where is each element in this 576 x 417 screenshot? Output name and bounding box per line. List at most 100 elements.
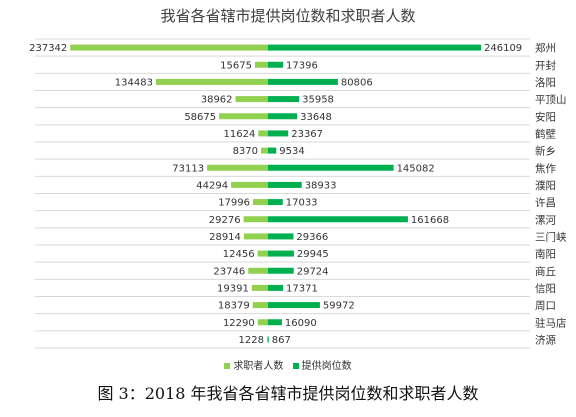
bar-jobseekers: [243, 216, 268, 223]
bar-jobs: [268, 233, 294, 240]
category-label: 许昌: [535, 196, 556, 209]
category-label: 驻马店: [535, 316, 567, 329]
category-label: 洛阳: [535, 76, 556, 89]
data-label-jobs: 29724: [297, 266, 329, 277]
data-label-jobseekers: 11624: [224, 129, 256, 140]
category-label: 三门峡: [535, 230, 567, 243]
bar-jobseekers: [155, 78, 268, 85]
bar-jobs: [268, 96, 300, 103]
bar-jobseekers: [258, 130, 268, 137]
data-label-jobs: 246109: [484, 43, 522, 54]
bar-jobseekers: [251, 284, 268, 291]
data-label-jobs: 17033: [286, 198, 318, 209]
data-label-jobs: 33648: [300, 112, 332, 123]
bar-jobs: [268, 336, 269, 343]
bar-jobs: [268, 319, 282, 326]
bar-jobs: [268, 284, 284, 291]
legend-swatch-jobs: [292, 363, 299, 369]
category-label: 商丘: [535, 265, 556, 278]
data-label-jobs: 59972: [323, 301, 355, 312]
bar-jobseekers: [243, 233, 268, 240]
data-label-jobs: 867: [272, 335, 291, 346]
bar-jobseekers: [231, 181, 268, 188]
bar-jobseekers: [257, 319, 268, 326]
bar-jobs: [268, 78, 338, 85]
legend-item-jobseekers: 求职者人数: [224, 357, 283, 372]
data-label-jobs: 29945: [297, 249, 329, 260]
legend-item-jobs: 提供岗位数: [292, 357, 352, 372]
bar-jobseekers: [253, 199, 268, 206]
data-label-jobseekers: 17996: [218, 198, 250, 209]
bar-jobs: [268, 250, 294, 257]
bar-jobseekers: [248, 267, 268, 274]
bar-jobs: [268, 181, 302, 188]
category-label: 郑州: [535, 42, 556, 55]
data-label-jobs: 145082: [397, 163, 435, 174]
data-label-jobs: 17371: [286, 283, 318, 294]
legend-label-jobseekers: 求职者人数: [233, 361, 284, 372]
data-label-jobseekers: 58675: [184, 112, 216, 123]
bar-jobs: [268, 216, 408, 223]
bar-jobs: [268, 267, 294, 274]
bar-jobs: [268, 302, 320, 309]
data-label-jobseekers: 12290: [223, 318, 255, 329]
bar-jobs: [268, 147, 277, 154]
legend-swatch-jobseekers: [224, 363, 231, 369]
bar-jobseekers: [70, 44, 268, 51]
data-label-jobseekers: 237342: [29, 43, 67, 54]
chart-title: 我省各省辖市提供岗位数和求职者人数: [160, 7, 416, 25]
bar-jobs: [268, 130, 289, 137]
figure-caption: 图 3：2018 年我省各省辖市提供岗位数和求职者人数: [97, 384, 479, 403]
category-label: 安阳: [535, 110, 556, 123]
legend: 求职者人数 提供岗位数: [0, 357, 576, 372]
data-label-jobs: 80806: [341, 77, 373, 88]
bar-jobseekers: [257, 250, 268, 257]
category-label: 周口: [535, 300, 556, 312]
category-label: 鹤壁: [535, 127, 556, 140]
data-label-jobseekers: 134483: [115, 77, 153, 88]
data-label-jobseekers: 15675: [220, 60, 252, 71]
bar-jobseekers: [219, 113, 268, 120]
category-label: 焦作: [535, 162, 556, 175]
category-label: 新乡: [535, 145, 556, 158]
data-label-jobs: 16090: [285, 318, 317, 329]
category-label: 南阳: [535, 248, 556, 261]
bar-jobs: [268, 164, 394, 171]
bar-jobs: [268, 113, 298, 120]
data-label-jobseekers: 23746: [213, 266, 245, 277]
data-label-jobs: 23367: [291, 129, 323, 140]
data-label-jobseekers: 28914: [209, 232, 241, 243]
data-label-jobseekers: 73113: [172, 163, 204, 174]
category-label: 漯河: [535, 214, 556, 226]
category-label: 开封: [535, 59, 556, 72]
bar-jobseekers: [254, 61, 268, 68]
data-label-jobs: 38933: [305, 180, 337, 191]
bar-jobseekers: [207, 164, 268, 171]
data-label-jobs: 29366: [296, 232, 328, 243]
data-label-jobseekers: 29276: [209, 215, 241, 226]
bar-jobs: [268, 199, 283, 206]
bar-jobseekers: [261, 147, 268, 154]
data-label-jobseekers: 19391: [217, 283, 249, 294]
bar-jobs: [268, 61, 284, 68]
data-label-jobseekers: 44294: [196, 180, 228, 191]
bar-jobseekers: [266, 336, 268, 343]
data-label-jobseekers: 8370: [233, 146, 258, 157]
category-label: 信阳: [535, 283, 556, 295]
category-label: 濮阳: [535, 179, 556, 192]
legend-label-jobs: 提供岗位数: [301, 361, 352, 372]
data-label-jobseekers: 18379: [218, 301, 250, 312]
category-label: 平顶山: [535, 94, 567, 106]
data-label-jobseekers: 12456: [223, 249, 255, 260]
bar-jobs: [268, 44, 481, 51]
data-label-jobs: 17396: [286, 60, 318, 71]
data-label-jobs: 9534: [279, 146, 304, 157]
category-label: 济源: [535, 333, 556, 346]
bar-jobseekers: [235, 96, 268, 103]
data-label-jobs: 35958: [302, 95, 334, 106]
bar-jobseekers: [252, 302, 268, 309]
data-label-jobseekers: 1228: [239, 335, 264, 346]
data-label-jobs: 161668: [411, 215, 449, 226]
data-label-jobseekers: 38962: [201, 95, 233, 106]
